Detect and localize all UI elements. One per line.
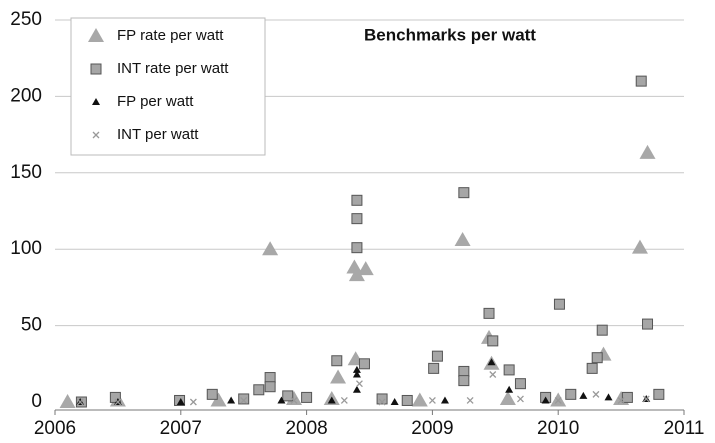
square-marker <box>358 358 370 370</box>
legend-label: INT per watt <box>117 126 199 143</box>
small-triangle-marker <box>505 385 514 393</box>
x-tick-label: 2008 <box>285 418 327 439</box>
x-marker <box>114 398 122 406</box>
small-triangle-marker <box>92 98 100 105</box>
triangle-marker <box>550 392 567 407</box>
x-marker <box>489 371 497 378</box>
square-marker <box>253 384 265 396</box>
x-marker <box>428 397 436 404</box>
triangle-marker <box>499 390 516 405</box>
x-marker <box>355 380 363 388</box>
x-marker <box>592 390 600 398</box>
square-marker <box>401 394 413 406</box>
x-tick-label: 2010 <box>537 418 579 439</box>
y-tick-label: 250 <box>10 9 42 30</box>
small-triangle-marker <box>227 396 236 404</box>
x-marker <box>340 397 348 404</box>
square-marker <box>483 307 495 319</box>
square-marker <box>264 381 276 393</box>
small-triangle-marker <box>277 396 286 404</box>
triangle-marker <box>357 261 374 276</box>
square-marker <box>282 390 294 402</box>
small-triangle-marker <box>352 370 361 378</box>
small-triangle-marker <box>352 385 361 393</box>
x-marker <box>642 395 650 403</box>
square-marker <box>586 362 598 374</box>
y-tick-label: 150 <box>10 162 42 183</box>
square-marker <box>331 355 343 367</box>
x-tick-label: 2009 <box>411 418 453 439</box>
x-tick-label: 2007 <box>160 418 202 439</box>
legend-box <box>70 17 266 156</box>
square-marker <box>591 352 603 364</box>
small-triangle-marker <box>487 358 496 366</box>
square-marker <box>351 194 363 206</box>
square-marker <box>458 365 470 377</box>
triangle-marker <box>262 241 279 256</box>
small-triangle-marker <box>327 396 336 404</box>
triangle-marker <box>631 239 648 254</box>
small-triangle-marker <box>352 365 361 373</box>
x-marker <box>517 395 524 403</box>
triangle-marker <box>330 369 347 384</box>
small-triangle-marker <box>390 398 399 405</box>
y-tick-label: 0 <box>31 391 42 412</box>
x-marker <box>617 397 625 404</box>
square-marker <box>553 298 565 310</box>
square-marker <box>351 213 363 225</box>
x-marker <box>189 398 197 406</box>
square-marker <box>503 364 515 376</box>
square-marker <box>487 335 499 347</box>
triangle-marker <box>454 232 471 247</box>
x-marker <box>76 398 84 406</box>
small-triangle-marker <box>579 391 588 399</box>
small-triangle-marker <box>176 398 185 405</box>
triangle-marker <box>210 392 227 407</box>
x-marker <box>290 397 298 404</box>
x-marker <box>240 397 248 404</box>
legend-label: FP rate per watt <box>117 27 224 44</box>
triangle-marker <box>411 392 428 407</box>
square-marker <box>376 393 388 405</box>
small-triangle-marker <box>604 393 613 401</box>
x-marker <box>554 397 562 404</box>
x-marker <box>378 398 386 406</box>
square-marker <box>238 393 250 405</box>
triangle-marker <box>348 267 365 282</box>
y-tick-label: 50 <box>21 315 42 336</box>
square-marker <box>264 372 276 384</box>
x-tick-label: 2006 <box>34 418 76 439</box>
small-triangle-marker <box>440 396 449 404</box>
chart-title: Benchmarks per watt <box>364 25 536 44</box>
square-marker <box>565 388 577 400</box>
square-marker <box>621 391 633 403</box>
square-marker <box>653 388 665 400</box>
square-marker <box>206 388 218 400</box>
legend: FP rate per watt INT rate per watt FP per … <box>70 17 266 156</box>
square-marker <box>458 375 470 387</box>
x-marker <box>466 397 474 404</box>
square-marker <box>458 187 470 199</box>
y-tick-label: 200 <box>10 85 42 106</box>
square-marker <box>428 362 440 374</box>
square-marker <box>642 318 654 330</box>
square-marker <box>301 391 313 403</box>
square-marker <box>635 75 647 87</box>
x-tick-label: 2011 <box>664 418 705 439</box>
triangle-marker <box>88 28 104 42</box>
triangle-marker <box>639 144 656 159</box>
y-tick-label: 100 <box>10 238 42 259</box>
square-marker <box>351 242 363 254</box>
small-triangle-marker <box>541 396 550 404</box>
square-marker <box>90 63 102 75</box>
legend-label: FP per watt <box>117 93 194 110</box>
triangle-marker <box>286 390 303 405</box>
square-marker <box>431 350 443 362</box>
legend-label: INT rate per watt <box>117 60 229 77</box>
x-marker <box>92 131 100 139</box>
square-marker <box>514 378 526 390</box>
square-marker <box>596 324 608 336</box>
triangle-marker <box>59 394 76 408</box>
